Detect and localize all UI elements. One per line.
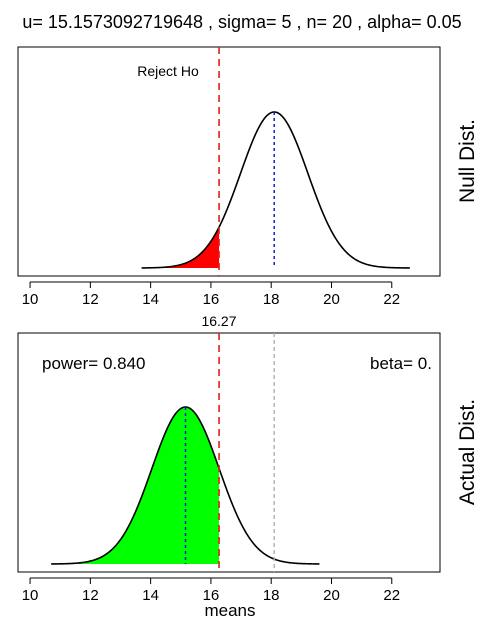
x-tick-label: 12 [82, 587, 99, 604]
reject-region [141, 227, 220, 268]
x-axis-label: means [204, 601, 255, 620]
reject-ho-label: Reject Ho [137, 63, 199, 79]
critical-value-label: 16.27 [201, 313, 236, 329]
x-tick-label: 16 [203, 587, 220, 604]
x-tick-label: 12 [82, 291, 99, 308]
null-plot-frame [17, 46, 441, 277]
x-tick-label: 14 [142, 587, 159, 604]
x-tick-label: 10 [22, 587, 39, 604]
actual-plot-frame [17, 332, 441, 573]
actual-dist-side-label: Actual Dist. [456, 399, 479, 505]
x-tick-label: 22 [383, 291, 400, 308]
actual-distribution-panel: power= 0.840 beta= 0. 10 12 14 16 18 20 22 mea… [17, 332, 479, 620]
x-tick-label: 18 [263, 291, 280, 308]
chart-title: u= 15.1573092719648 , sigma= 5 , n= 20 ,… [22, 12, 461, 32]
null-dist-side-label: Null Dist. [456, 119, 479, 203]
x-tick-label: 10 [22, 291, 39, 308]
beta-label: beta= 0. [370, 354, 432, 373]
x-tick-label: 14 [142, 291, 159, 308]
x-tick-label: 20 [323, 291, 340, 308]
x-tick-label: 18 [263, 587, 280, 604]
x-tick-label: 22 [383, 587, 400, 604]
x-tick-label: 20 [323, 587, 340, 604]
null-curve [141, 111, 410, 269]
x-tick-label: 16 [203, 291, 220, 308]
power-region [51, 407, 220, 564]
null-distribution-panel: Reject Ho 10 12 14 16 18 20 22 16.27 Null Dist… [17, 46, 479, 329]
power-label: power= 0.840 [42, 354, 146, 373]
